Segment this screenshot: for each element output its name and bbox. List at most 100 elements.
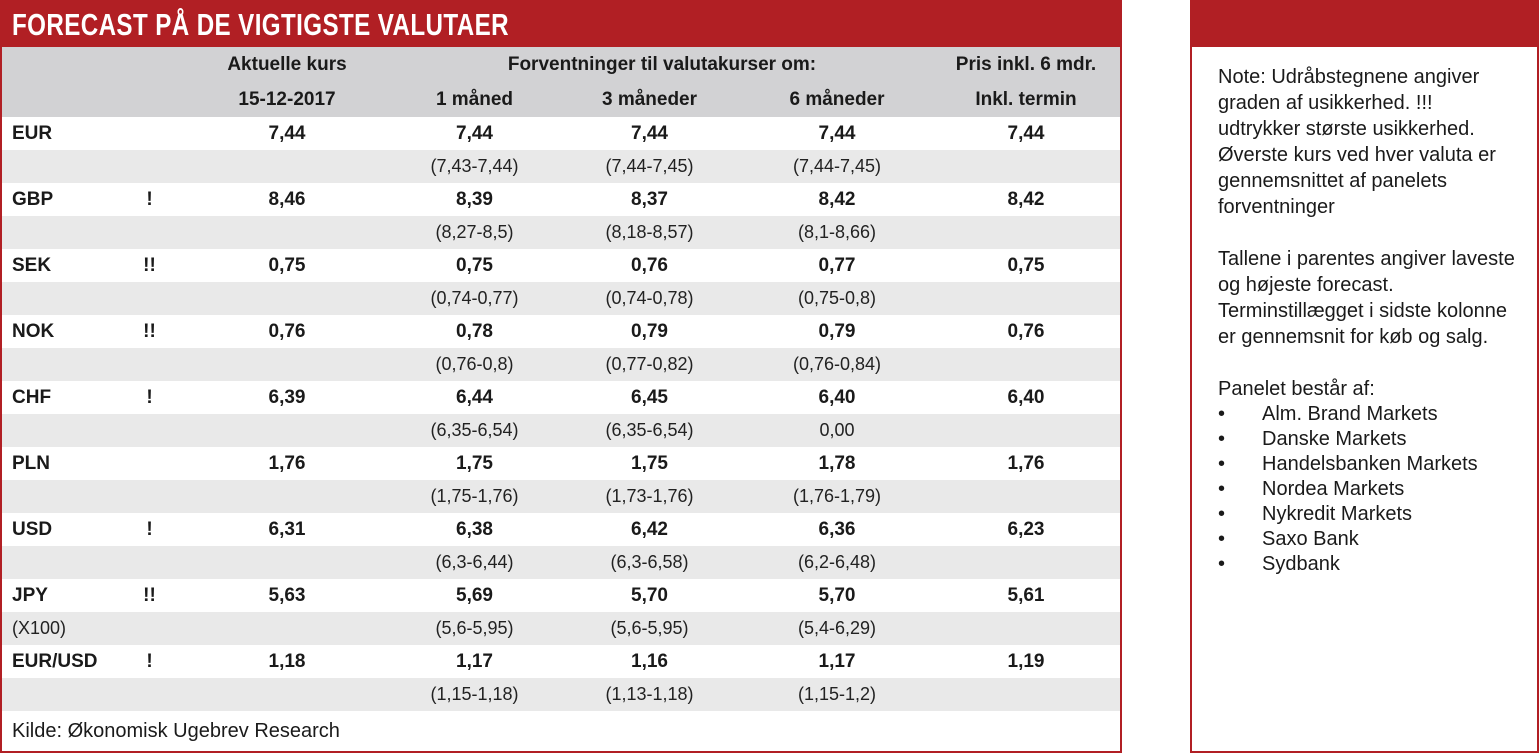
forecast-6m: 8,42: [818, 188, 856, 210]
currency-label: GBP: [12, 188, 54, 210]
col-header-current: Aktuelle kurs: [227, 54, 347, 75]
table-row-range: (X100) (5,6-5,95) (5,6-5,95) (5,4-6,29): [2, 612, 1120, 645]
table-row-main: SEK !! 0,75 0,75 0,76 0,77 0,75: [2, 249, 1120, 282]
table-row-range: (8,27-8,5) (8,18-8,57) (8,1-8,66): [2, 216, 1120, 249]
note-paragraph-parentheses: Tallene i parentes angiver laveste og hø…: [1218, 248, 1515, 348]
forecast-1m: 0,78: [456, 320, 493, 342]
range-1m: (0,74-0,77): [430, 288, 519, 308]
forecast-3m: 6,45: [631, 386, 668, 408]
panel-members-list: • Alm. Brand Markets • Danske Markets • Hande…: [1218, 402, 1519, 577]
forecast-1m: 6,44: [456, 386, 493, 408]
range-1m: (1,75-1,76): [430, 486, 519, 506]
range-3m: (0,77-0,82): [605, 354, 694, 374]
currency-label: EUR/USD: [12, 650, 98, 672]
bullet-icon: •: [1218, 553, 1226, 575]
price-incl-term: 1,76: [1007, 452, 1045, 474]
range-6m: 0,00: [819, 420, 855, 440]
forecast-6m: 1,78: [818, 452, 856, 474]
col-header-1m: 1 måned: [435, 89, 514, 110]
page-title: FORECAST PÅ DE VIGTIGSTE VALUTAER: [12, 6, 509, 42]
table-row-main: JPY !! 5,63 5,69 5,70 5,70 5,61: [2, 579, 1120, 612]
panel-member-label: Alm. Brand Markets: [1262, 403, 1438, 425]
table-row-range: (0,74-0,77) (0,74-0,78) (0,75-0,8): [2, 282, 1120, 315]
table-body: EUR 7,44 7,44 7,44 7,44 7,44 (7,43-7,44)…: [2, 117, 1120, 711]
forecast-1m: 6,38: [456, 518, 493, 540]
range-1m: (1,15-1,18): [430, 684, 519, 704]
range-3m: (6,3-6,58): [610, 552, 689, 572]
uncertainty-marks: !!: [143, 584, 156, 606]
uncertainty-marks: !: [146, 518, 153, 540]
range-1m: (0,76-0,8): [435, 354, 514, 374]
table-header: Aktuelle kurs Forventninger til valutaku…: [2, 47, 1120, 117]
uncertainty-marks: !!: [143, 254, 156, 276]
note-box: Note: Udråbstegnene angiver graden af us…: [1190, 45, 1539, 753]
forecast-1m: 7,44: [456, 122, 493, 144]
forecast-table-panel: FORECAST PÅ DE VIGTIGSTE VALUTAER Aktuel…: [0, 0, 1122, 753]
range-3m: (1,73-1,76): [605, 486, 694, 506]
current-rate: 6,39: [268, 386, 306, 408]
current-rate: 5,63: [268, 584, 306, 606]
price-incl-term: 6,40: [1007, 386, 1045, 408]
range-3m: (0,74-0,78): [605, 288, 694, 308]
currency-label: JPY: [12, 584, 48, 606]
forecast-3m: 5,70: [631, 584, 668, 606]
panel-member-item: • Nordea Markets: [1218, 477, 1519, 502]
col-header-3m: 3 måneder: [601, 89, 698, 110]
forecast-1m: 5,69: [456, 584, 493, 606]
current-rate: 0,76: [268, 320, 306, 342]
col-header-date: 15-12-2017: [238, 89, 336, 110]
range-1m: (5,6-5,95): [435, 618, 514, 638]
range-6m: (6,2-6,48): [797, 552, 877, 572]
forecast-3m: 0,79: [631, 320, 668, 342]
forecast-6m: 7,44: [818, 122, 856, 144]
forecast-1m: 0,75: [456, 254, 493, 276]
current-rate: 0,75: [268, 254, 306, 276]
forecast-3m: 7,44: [631, 122, 668, 144]
table-row-main: EUR/USD ! 1,18 1,17 1,16 1,17 1,19: [2, 645, 1120, 678]
col-header-6m: 6 måneder: [789, 89, 885, 110]
panel-member-item: • Saxo Bank: [1218, 527, 1519, 552]
forecast-6m: 6,40: [818, 386, 856, 408]
bullet-icon: •: [1218, 428, 1226, 450]
bullet-icon: •: [1218, 478, 1226, 500]
title-banner: FORECAST PÅ DE VIGTIGSTE VALUTAER: [2, 2, 1120, 47]
table-row-range: (6,3-6,44) (6,3-6,58) (6,2-6,48): [2, 546, 1120, 579]
current-rate: 7,44: [268, 122, 306, 144]
bullet-icon: •: [1218, 528, 1226, 550]
note-paragraph-uncertainty: Note: Udråbstegnene angiver graden af us…: [1218, 66, 1496, 218]
uncertainty-marks: !!: [143, 320, 156, 342]
currency-label: EUR: [12, 122, 53, 144]
panel-member-item: • Danske Markets: [1218, 427, 1519, 452]
price-incl-term: 0,75: [1007, 254, 1045, 276]
header-row-2: 15-12-2017 1 måned 3 måneder 6 måneder I…: [2, 83, 1120, 117]
bullet-icon: •: [1218, 403, 1226, 425]
source-text: Kilde: Økonomisk Ugebrev Research: [12, 719, 340, 742]
range-6m: (0,75-0,8): [797, 288, 877, 308]
panel-member-label: Danske Markets: [1262, 428, 1407, 450]
current-rate: 1,76: [268, 452, 306, 474]
price-incl-term: 8,42: [1007, 188, 1045, 210]
col-header-term: Inkl. termin: [975, 89, 1077, 110]
forecast-3m: 1,75: [631, 452, 668, 474]
currency-label: NOK: [12, 320, 55, 342]
table-row-main: USD ! 6,31 6,38 6,42 6,36 6,23: [2, 513, 1120, 546]
forecast-3m: 1,16: [631, 650, 668, 672]
col-header-price: Pris inkl. 6 mdr.: [955, 54, 1097, 75]
header-row-1: Aktuelle kurs Forventninger til valutaku…: [2, 47, 1120, 83]
panel-member-label: Sydbank: [1262, 553, 1340, 575]
table-row-main: CHF ! 6,39 6,44 6,45 6,40 6,40: [2, 381, 1120, 414]
forecast-3m: 6,42: [631, 518, 668, 540]
price-incl-term: 7,44: [1007, 122, 1045, 144]
price-incl-term: 6,23: [1007, 518, 1045, 540]
range-6m: (5,4-6,29): [797, 618, 877, 638]
uncertainty-marks: !: [146, 650, 153, 672]
range-6m: (1,15-1,2): [797, 684, 877, 704]
currency-label: CHF: [12, 386, 52, 408]
note-panel: Note: Udråbstegnene angiver graden af us…: [1190, 0, 1539, 753]
bullet-icon: •: [1218, 453, 1226, 475]
panel-member-label: Handelsbanken Markets: [1262, 453, 1478, 475]
table-row-range: (0,76-0,8) (0,77-0,82) (0,76-0,84): [2, 348, 1120, 381]
table-row-main: GBP ! 8,46 8,39 8,37 8,42 8,42: [2, 183, 1120, 216]
forecast-6m: 0,77: [818, 254, 856, 276]
